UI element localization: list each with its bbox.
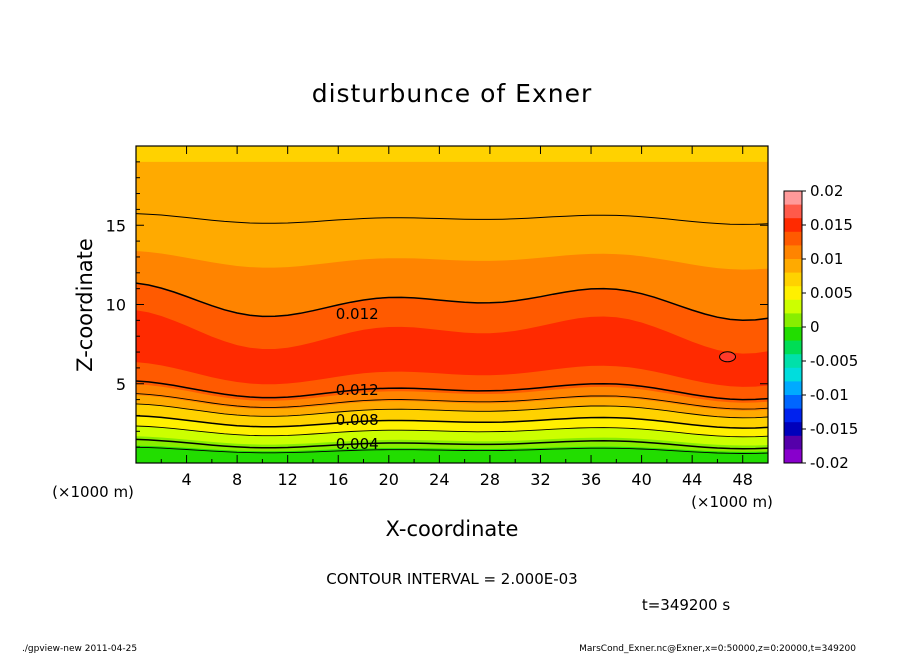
colorbar-label: -0.005	[810, 352, 858, 370]
colorbar-swatch	[784, 259, 802, 274]
colorbar-swatch	[784, 340, 802, 355]
colorbar-swatch	[784, 327, 802, 342]
x-axis-label: X-coordinate	[386, 517, 519, 541]
colorbar-label: -0.01	[810, 386, 849, 404]
contour-line	[136, 393, 768, 410]
x-tick-label: 32	[530, 470, 550, 489]
colorbar: 0.02 0.015 0.01 0.005 0 -0.005 -0.01 -0.015 -0.0…	[783, 182, 858, 472]
x-tick-label: 40	[631, 470, 651, 489]
x-unit-right: (×1000 m)	[691, 493, 773, 511]
plot-area: 0.012 0.012 0.008 0.004	[136, 146, 768, 463]
x-tick-label: 36	[581, 470, 601, 489]
contour-line	[136, 446, 768, 454]
colorbar-swatch	[784, 231, 802, 246]
x-unit-left: (×1000 m)	[52, 483, 134, 501]
contour-line	[136, 414, 768, 429]
x-tick-label: 24	[429, 470, 449, 489]
x-tick-label: 4	[181, 470, 191, 489]
x-tick-label: 44	[682, 470, 702, 489]
x-axis-ticks: 4 8 12 16 20 24 28 32 36 40 44 48	[160, 146, 753, 489]
colorbar-swatch	[784, 367, 802, 382]
x-tick-label: 20	[379, 470, 399, 489]
colorbar-swatch	[784, 245, 802, 260]
colorbar-swatch	[784, 395, 802, 410]
contour-closed-max	[719, 351, 737, 363]
contour-label: 0.012	[336, 305, 379, 323]
contour-label: 0.004	[336, 435, 379, 453]
contour-line	[136, 425, 768, 438]
contour-label: 0.012	[336, 381, 379, 399]
footer-right: MarsCond_Exner.nc@Exner,x=0:50000,z=0:20…	[579, 644, 856, 654]
colorbar-label: 0.015	[810, 216, 853, 234]
colorbar-swatch	[784, 408, 802, 423]
colorbar-label: 0.02	[810, 182, 843, 200]
colorbar-label: -0.02	[810, 454, 849, 472]
contour-line	[136, 380, 768, 401]
colorbar-swatch	[784, 449, 802, 464]
contour-band	[136, 445, 768, 463]
y-tick-label: 10	[106, 296, 126, 315]
colorbar-label: 0.01	[810, 250, 843, 268]
colorbar-swatch	[784, 286, 802, 301]
time-text: t=349200 s	[642, 596, 730, 614]
x-tick-label: 8	[232, 470, 242, 489]
contour-line	[136, 403, 768, 419]
x-tick-label: 28	[480, 470, 500, 489]
colorbar-swatch	[784, 313, 802, 328]
y-axis-ticks: 5 10 15	[106, 161, 768, 448]
colorbar-swatch	[784, 422, 802, 437]
colorbar-swatch	[784, 435, 802, 450]
contour-line	[136, 282, 768, 322]
contour-line	[136, 438, 768, 450]
footer-left: ./gpview-new 2011-04-25	[22, 644, 137, 654]
x-tick-label: 48	[733, 470, 753, 489]
colorbar-swatch	[784, 299, 802, 314]
y-tick-label: 15	[106, 216, 126, 235]
y-axis-label: Z-coordinate	[73, 238, 97, 372]
contour-line	[136, 213, 768, 225]
colorbar-label: 0.005	[810, 284, 853, 302]
contour-interval-text: CONTOUR INTERVAL = 2.000E-03	[326, 570, 577, 588]
colorbar-label: -0.015	[810, 420, 858, 438]
chart-title: disturbunce of Exner	[312, 79, 593, 108]
colorbar-swatch	[784, 191, 802, 206]
x-tick-label: 16	[328, 470, 348, 489]
colorbar-swatch	[784, 354, 802, 369]
colorbar-swatch	[784, 204, 802, 219]
colorbar-swatch	[784, 381, 802, 396]
colorbar-swatch	[784, 218, 802, 233]
x-tick-label: 12	[278, 470, 298, 489]
y-tick-label: 5	[116, 375, 126, 394]
contour-label: 0.008	[336, 411, 379, 429]
colorbar-swatch	[784, 272, 802, 287]
colorbar-label: 0	[810, 318, 820, 336]
